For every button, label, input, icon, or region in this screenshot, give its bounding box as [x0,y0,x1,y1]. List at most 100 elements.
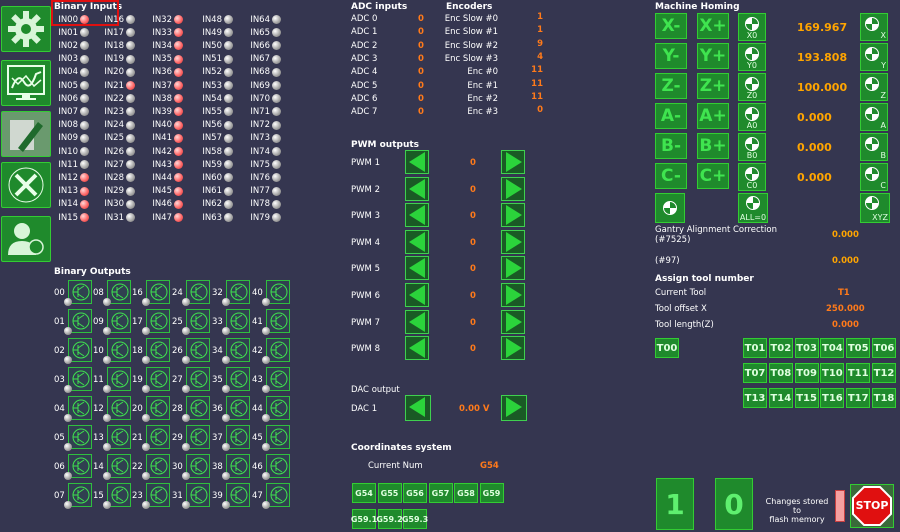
tool-select-button[interactable]: T06 [872,338,896,358]
edit-button[interactable] [1,111,51,157]
coord-system-button[interactable]: G54 [352,483,376,503]
pwm-increase-button[interactable] [501,256,525,281]
tool-select-button[interactable]: T07 [743,363,767,383]
dac-increase-button[interactable] [501,395,527,421]
tool-select-button[interactable]: T18 [872,388,896,408]
binary-output[interactable]: 26 [172,338,212,364]
pwm-increase-button[interactable] [501,176,525,201]
dac-decrease-button[interactable] [405,395,431,421]
tool-select-button[interactable]: T02 [768,338,793,358]
binary-output[interactable]: 15 [93,483,133,509]
pwm-decrease-button[interactable] [405,283,429,307]
one-button[interactable]: 1 [656,478,694,530]
tool-select-button[interactable]: T14 [768,388,793,408]
tool-select-button[interactable]: T10 [820,363,845,383]
binary-output[interactable]: 34 [212,338,252,364]
coord-system-button[interactable]: G59.2 [376,509,403,529]
tool-select-button[interactable]: T12 [872,363,896,383]
jog-minus-button[interactable]: Y- [655,43,687,69]
jog-plus-button[interactable]: Z+ [697,73,729,99]
jog-plus-button[interactable]: B+ [697,133,729,159]
user-button[interactable] [1,216,51,262]
tools-button[interactable] [1,162,51,208]
tool-select-button[interactable]: T08 [768,363,793,383]
pwm-increase-button[interactable] [501,283,525,307]
binary-output[interactable]: 13 [93,425,133,451]
binary-output[interactable]: 14 [93,454,133,480]
pwm-increase-button[interactable] [501,229,525,254]
home-all-button[interactable] [655,193,685,223]
binary-output[interactable]: 09 [93,309,133,335]
set-zero-button[interactable]: A0 [738,103,766,131]
binary-output[interactable]: 30 [172,454,212,480]
binary-output[interactable]: 32 [212,280,252,306]
binary-output[interactable]: 29 [172,425,212,451]
binary-output[interactable]: 46 [252,454,292,480]
home-axis-button[interactable]: C [860,163,888,191]
binary-output[interactable]: 18 [132,338,172,364]
tool-select-button[interactable]: T11 [846,363,871,383]
tool-select-button[interactable]: T15 [794,388,819,408]
binary-output[interactable]: 01 [54,309,94,335]
binary-output[interactable]: 12 [93,396,133,422]
tool-t00-button[interactable]: T00 [655,338,679,358]
binary-output[interactable]: 17 [132,309,172,335]
coord-system-button[interactable]: G56 [403,483,427,503]
pwm-decrease-button[interactable] [405,309,429,334]
binary-output[interactable]: 19 [132,367,172,393]
pwm-increase-button[interactable] [501,150,525,174]
graph-button[interactable] [1,60,51,106]
binary-output[interactable]: 42 [252,338,292,364]
binary-output[interactable]: 36 [212,396,252,422]
jog-minus-button[interactable]: B- [655,133,687,159]
home-axis-button[interactable]: Z [860,73,888,101]
jog-plus-button[interactable]: X+ [697,13,729,39]
set-zero-button[interactable]: X0 [738,13,766,41]
jog-minus-button[interactable]: Z- [655,73,687,99]
coord-system-button[interactable]: G58 [454,483,478,503]
jog-minus-button[interactable]: C- [655,163,687,189]
set-zero-button[interactable]: Z0 [738,73,766,101]
jog-minus-button[interactable]: A- [655,103,687,129]
home-axis-button[interactable]: A [860,103,888,131]
binary-output[interactable]: 27 [172,367,212,393]
pwm-decrease-button[interactable] [405,336,429,361]
jog-plus-button[interactable]: A+ [697,103,729,129]
zero-all-button[interactable]: ALL=0 [738,193,768,223]
binary-output[interactable]: 35 [212,367,252,393]
pwm-increase-button[interactable] [501,309,525,334]
tool-select-button[interactable]: T04 [820,338,845,358]
binary-output[interactable]: 22 [132,454,172,480]
binary-output[interactable]: 05 [54,425,94,451]
tool-select-button[interactable]: T03 [794,338,819,358]
binary-output[interactable]: 39 [212,483,252,509]
binary-output[interactable]: 40 [252,280,292,306]
binary-output[interactable]: 16 [132,280,172,306]
set-zero-button[interactable]: C0 [738,163,766,191]
binary-output[interactable]: 24 [172,280,212,306]
zero-button[interactable]: 0 [715,478,753,530]
pwm-increase-button[interactable] [501,203,525,228]
pwm-increase-button[interactable] [501,336,525,361]
binary-output[interactable]: 21 [132,425,172,451]
tool-select-button[interactable]: T01 [743,338,767,358]
binary-output[interactable]: 28 [172,396,212,422]
pwm-decrease-button[interactable] [405,256,429,281]
settings-button[interactable] [1,6,51,52]
pwm-decrease-button[interactable] [405,150,429,174]
pwm-decrease-button[interactable] [405,176,429,201]
home-axis-button[interactable]: B [860,133,888,161]
coord-system-button[interactable]: G57 [428,483,453,503]
binary-output[interactable]: 11 [93,367,133,393]
tool-select-button[interactable]: T17 [846,388,871,408]
binary-output[interactable]: 33 [212,309,252,335]
binary-output[interactable]: 02 [54,338,94,364]
jog-minus-button[interactable]: X- [655,13,687,39]
coord-system-button[interactable]: G59 [479,483,504,503]
binary-output[interactable]: 00 [54,280,94,306]
binary-output[interactable]: 08 [93,280,133,306]
binary-output[interactable]: 06 [54,454,94,480]
binary-output[interactable]: 47 [252,483,292,509]
binary-output[interactable]: 25 [172,309,212,335]
coord-system-button[interactable]: G55 [377,483,402,503]
